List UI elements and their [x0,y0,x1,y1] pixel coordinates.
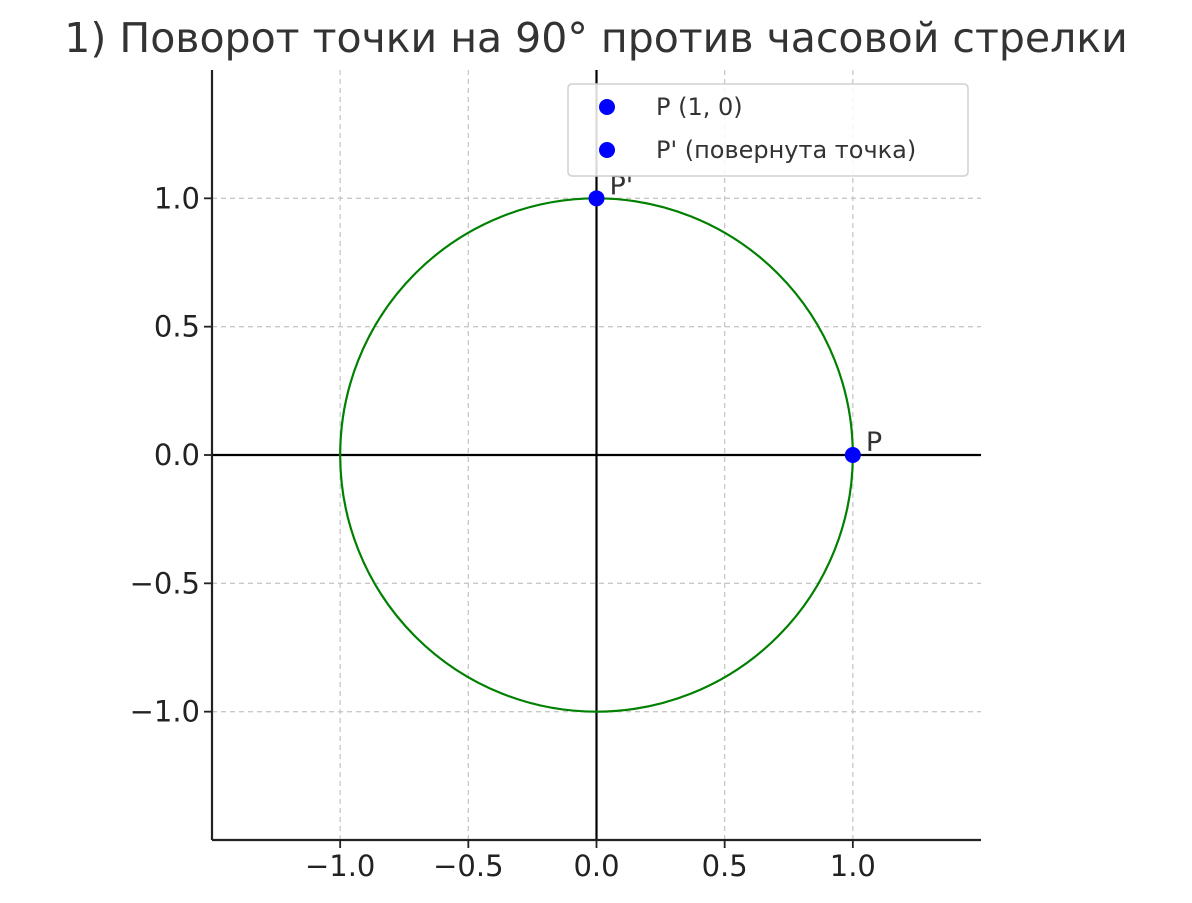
y-tick-label-3: 0.5 [154,310,200,344]
legend-box [567,83,969,177]
data-points: P P' [588,170,882,463]
y-tick-label-2: 0.0 [154,438,200,472]
x-tick-label-2: 0.0 [573,849,619,883]
point-0-label: P [866,427,882,458]
legend-marker-0 [599,99,615,115]
legend-marker-1 [599,142,615,158]
y-tick-label-0: −1.0 [130,695,200,729]
x-tick-label-3: 0.5 [702,849,748,883]
legend: P (1, 0) P' (повернута точка) [567,83,969,177]
y-tick-label-4: 1.0 [154,181,200,215]
point-1-marker [588,190,605,207]
y-tick-label-1: −0.5 [130,566,200,600]
point-1-label: P' [610,170,634,201]
chart-title: 1) Поворот точки на 90° против часовой с… [64,14,1128,62]
x-tick-label-1: −0.5 [433,849,503,883]
legend-label-0: P (1, 0) [656,93,743,121]
point-0-marker [844,447,861,463]
tick-marks: −1.0 −0.5 0.0 0.5 1.0 −1.0 −0.5 0.0 0.5 1.0 [130,181,876,883]
x-tick-label-0: −1.0 [305,849,375,883]
legend-label-1: P' (повернута точка) [656,136,916,164]
x-tick-label-4: 1.0 [830,849,876,883]
